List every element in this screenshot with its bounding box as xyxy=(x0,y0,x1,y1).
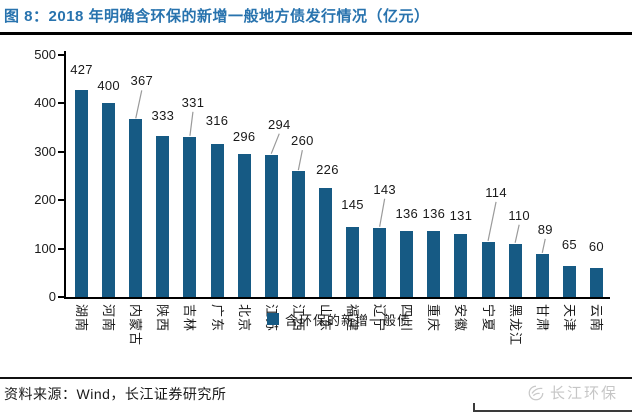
chart-legend: 含环保的新增一般债 xyxy=(68,310,610,328)
changjiang-logo-icon xyxy=(528,385,544,400)
bar-宁夏 xyxy=(481,241,495,297)
bar-云南 xyxy=(589,267,603,297)
leader-line xyxy=(297,150,303,171)
leader-line xyxy=(487,201,497,241)
bar-value-label: 294 xyxy=(267,116,291,132)
y-axis-tick-label: 0 xyxy=(48,289,56,304)
bar-重庆 xyxy=(427,231,441,297)
bar-value-label: 145 xyxy=(341,196,364,212)
bar-福建 xyxy=(346,226,360,297)
bar-江苏 xyxy=(264,154,278,297)
source-note: 资料来源：Wind，长江证券研究所 xyxy=(4,386,227,402)
page-corner-border xyxy=(473,403,475,412)
bar-辽宁 xyxy=(373,227,387,297)
bar-value-label: 333 xyxy=(151,107,175,123)
bar-value-label: 316 xyxy=(205,113,229,129)
legend-label: 含环保的新增一般债 xyxy=(284,312,411,328)
bar-value-label: 60 xyxy=(588,238,604,254)
bar-value-label: 136 xyxy=(422,206,446,222)
brand-watermark-label: 长江环保 xyxy=(549,385,618,402)
bar-value-label: 110 xyxy=(508,207,530,223)
y-axis-tick-label: 300 xyxy=(34,143,56,159)
footer-divider-rule xyxy=(0,377,632,379)
y-axis-tick xyxy=(58,247,65,250)
brand-watermark: 长江环保 xyxy=(527,382,618,403)
bar-甘肃 xyxy=(535,253,549,297)
figure-title: 图 8：2018 年明确含环保的新增一般地方债发行情况（亿元） xyxy=(4,8,430,25)
bar-湖南 xyxy=(75,90,89,297)
bar-value-label: 89 xyxy=(537,221,553,237)
bar-北京 xyxy=(237,153,251,297)
y-axis-line xyxy=(64,51,66,299)
leader-line xyxy=(189,111,194,136)
leader-line xyxy=(514,224,520,243)
bar-内蒙古 xyxy=(129,119,143,297)
bar-value-label: 143 xyxy=(373,181,396,197)
bar-value-label: 131 xyxy=(449,207,473,223)
bar-四川 xyxy=(400,231,414,297)
bar-value-label: 65 xyxy=(561,236,577,252)
legend-swatch-icon xyxy=(266,313,279,325)
page-corner-border xyxy=(473,410,632,412)
y-axis-tick-label: 100 xyxy=(34,240,56,256)
bar-chart: 0 100 200 300 400 500 427 湖南 400 河南 367 内蒙古 333 陕西 331… xyxy=(0,42,632,352)
y-axis-tick-label: 400 xyxy=(34,95,56,111)
bar-黑龙江 xyxy=(508,243,522,297)
y-axis-tick xyxy=(58,102,65,105)
y-axis-tick xyxy=(58,296,65,298)
bar-天津 xyxy=(562,265,576,297)
leader-line xyxy=(541,238,546,254)
bar-value-label: 367 xyxy=(130,73,154,89)
bar-河南 xyxy=(102,103,116,297)
bar-value-label: 331 xyxy=(181,94,205,110)
y-axis-tick xyxy=(58,199,65,202)
bar-value-label: 260 xyxy=(291,133,314,149)
y-axis-tick xyxy=(58,54,65,56)
bar-value-label: 296 xyxy=(232,128,256,144)
bar-江西 xyxy=(291,171,305,297)
bar-吉林 xyxy=(183,136,197,297)
title-divider-rule xyxy=(0,32,632,35)
y-axis-tick-label: 200 xyxy=(34,192,56,208)
bar-安徽 xyxy=(454,233,468,297)
leader-line xyxy=(270,133,280,154)
bar-陕西 xyxy=(156,135,170,297)
bar-value-label: 400 xyxy=(97,78,120,94)
bar-value-label: 226 xyxy=(316,161,339,177)
x-axis-line xyxy=(64,297,610,299)
bar-value-label: 427 xyxy=(70,62,93,78)
bar-value-label: 114 xyxy=(485,184,507,200)
bar-value-label: 136 xyxy=(395,206,419,222)
bar-广东 xyxy=(210,144,224,297)
y-axis-tick-label: 500 xyxy=(34,47,56,62)
bar-山东 xyxy=(318,187,332,297)
y-axis-tick xyxy=(58,150,65,153)
